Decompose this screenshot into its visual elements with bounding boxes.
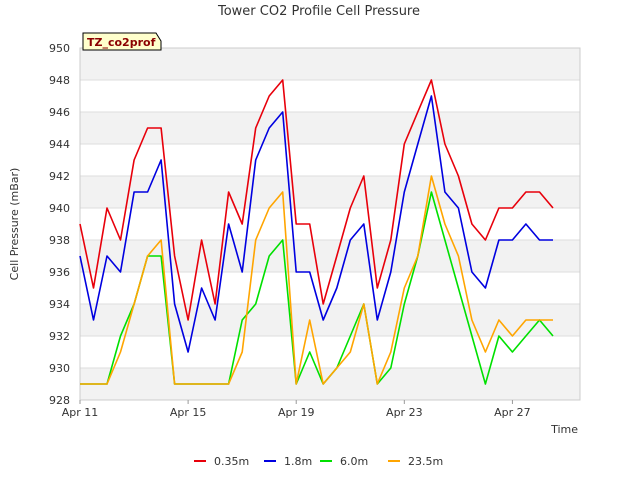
legend: 0.35m 1.8m 6.0m 23.5m: [194, 455, 443, 468]
background-band: [80, 368, 580, 400]
y-tick-label: 942: [49, 170, 70, 183]
x-tick-label: Apr 27: [494, 406, 531, 419]
chart-title: Tower CO2 Profile Cell Pressure: [217, 4, 420, 19]
station-badge: TZ_co2prof: [82, 32, 162, 51]
y-tick-label: 932: [49, 330, 70, 343]
x-tick-label: Apr 19: [278, 406, 315, 419]
x-tick-label: Apr 11: [62, 406, 99, 419]
legend-label: 23.5m: [408, 455, 443, 468]
series-line-23.5m: [80, 175, 553, 385]
legend-label: 0.35m: [214, 455, 249, 468]
y-tick-label: 938: [49, 234, 70, 247]
x-tick-label: Apr 23: [386, 406, 423, 419]
y-tick-label: 950: [49, 42, 70, 55]
badge-label: TZ_co2prof: [87, 36, 156, 49]
y-tick-label: 944: [49, 138, 70, 151]
x-tick-label: Apr 15: [170, 406, 207, 419]
series-line-0.35m: [79, 79, 554, 321]
y-tick-label: 928: [49, 394, 70, 407]
series-line-6.0m: [80, 191, 554, 385]
legend-label: 1.8m: [284, 455, 312, 468]
x-axis-ticks: Apr 11 Apr 15 Apr 19 Apr 23 Apr 27: [62, 400, 531, 419]
background-band: [80, 48, 580, 80]
plot-frame: [79, 47, 581, 401]
y-tick-label: 930: [49, 362, 70, 375]
y-tick-label: 946: [49, 106, 70, 119]
y-axis-ticks: 928 930 932 934 936 938 940 942 944 946 948 950: [49, 42, 70, 407]
background-band: [80, 112, 580, 144]
plot-background-bands: [80, 48, 580, 400]
y-tick-label: 940: [49, 202, 70, 215]
y-tick-label: 948: [49, 74, 70, 87]
y-tick-label: 936: [49, 266, 70, 279]
legend-label: 6.0m: [340, 455, 368, 468]
series-line-1.8m: [79, 95, 553, 353]
background-band: [80, 304, 580, 336]
grid-lines: [80, 47, 580, 401]
y-axis-label: Cell Pressure (mBar): [8, 168, 21, 281]
x-axis-label: Time: [550, 423, 578, 436]
y-tick-label: 934: [49, 298, 70, 311]
series-lines: [79, 79, 554, 385]
badge-shape: [82, 32, 162, 51]
background-band: [80, 176, 580, 208]
